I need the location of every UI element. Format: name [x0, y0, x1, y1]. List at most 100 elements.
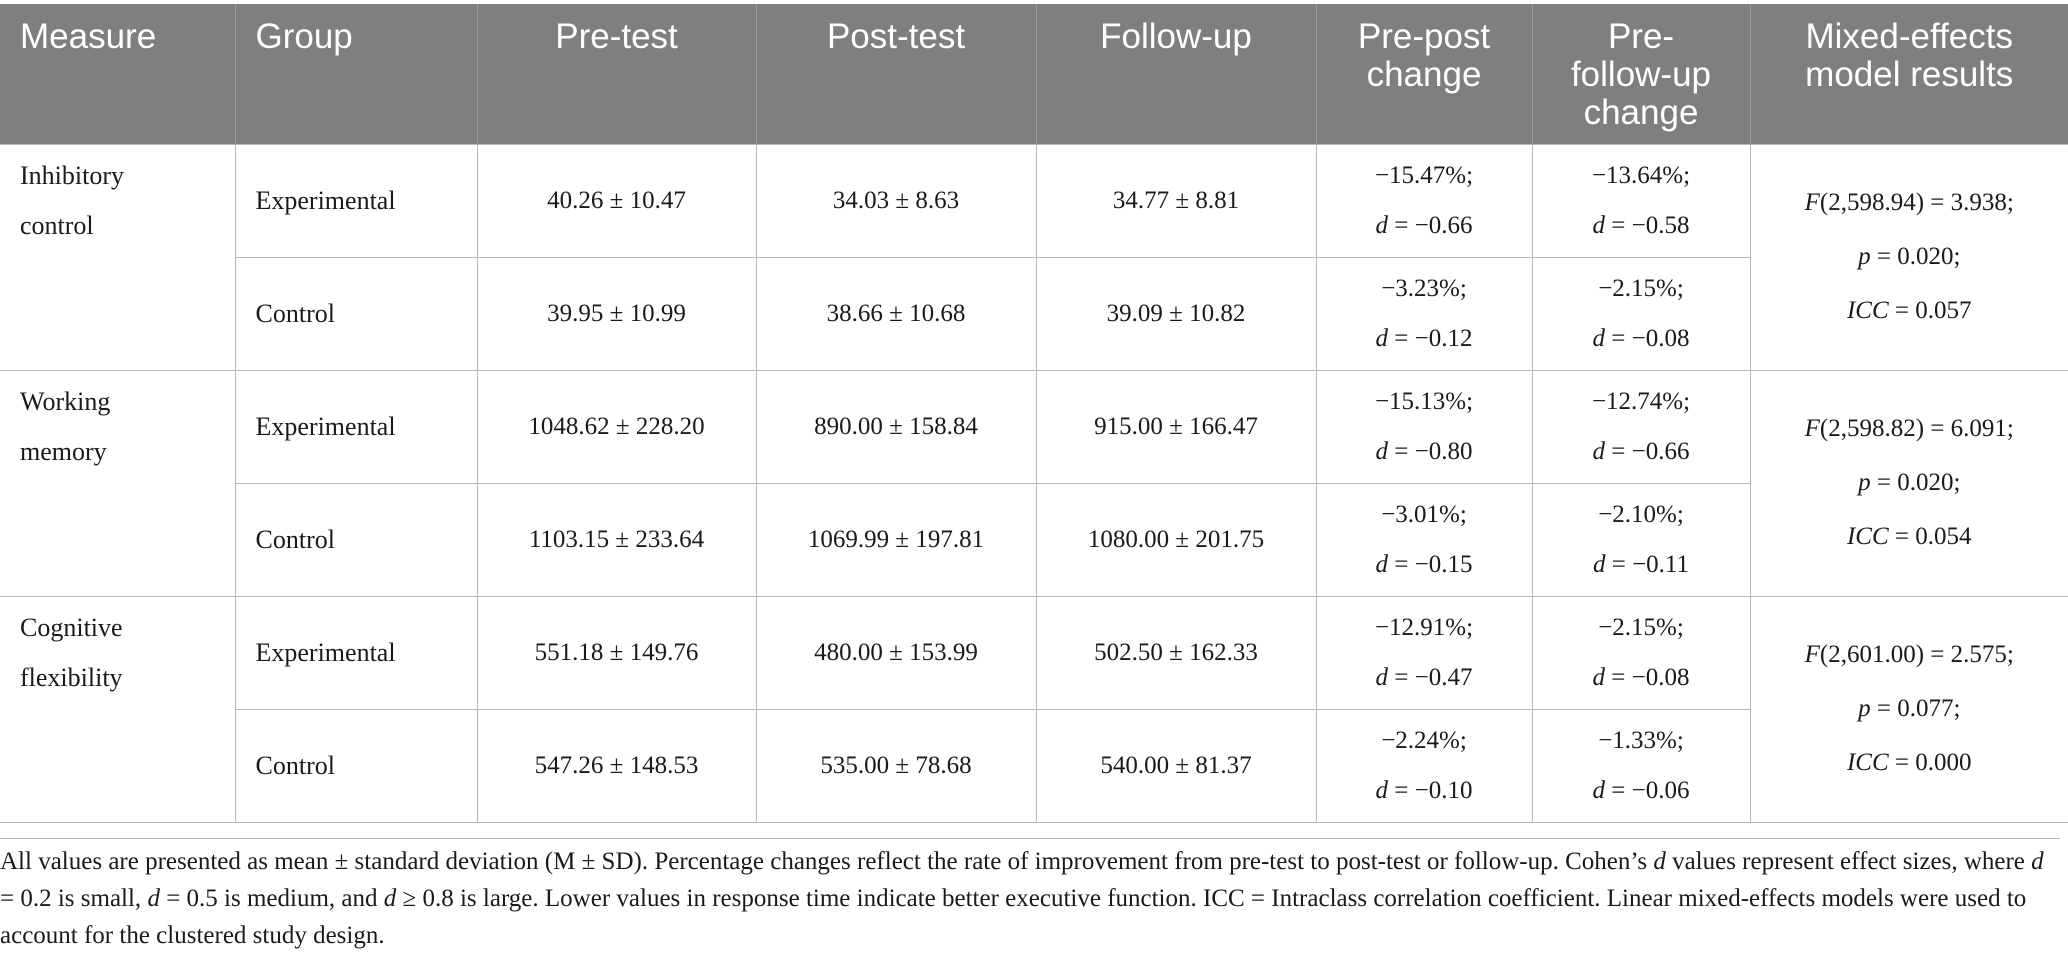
pre-follow-up-change-cell: −2.10%; d = −0.11 — [1531, 482, 1750, 597]
measure-name-line1: Working — [20, 386, 111, 416]
f-symbol: F — [1804, 415, 1820, 442]
measure-cell: Working memory — [0, 369, 236, 597]
header-group: Group — [235, 4, 478, 144]
header-mixed-effects: Mixed-effects model results — [1750, 4, 2068, 144]
p-symbol: p — [1858, 695, 1871, 722]
measure-name-line2: flexibility — [20, 662, 123, 692]
group-cell: Control — [235, 256, 478, 371]
header-pre-post-change: Pre-post change — [1316, 4, 1533, 144]
table-footnote: All values are presented as mean ± stand… — [0, 838, 2060, 954]
footnote-part5: ≥ 0.8 is large. Lower values in response… — [0, 885, 2027, 949]
change-percent: −12.74%; — [1591, 387, 1691, 415]
p-value: = 0.020; — [1870, 243, 1961, 270]
d-symbol: d — [1375, 550, 1389, 578]
header-pre-test: Pre-test — [477, 4, 757, 144]
pre-test-cell: 1103.15 ± 233.64 — [476, 482, 757, 597]
follow-up-cell: 540.00 ± 81.37 — [1035, 708, 1317, 823]
p-value: = 0.077; — [1870, 695, 1961, 722]
table-row: Inhibitory control Experimental 40.26 ± … — [0, 143, 2068, 371]
pre-follow-up-change-cell: −2.15%; d = −0.08 — [1531, 595, 1751, 710]
measure-cell: Cognitive flexibility — [0, 595, 236, 823]
change-percent: −12.91%; — [1374, 613, 1474, 641]
d-value: = −0.11 — [1605, 550, 1690, 578]
footnote-part2: values represent effect sizes, where — [1665, 848, 2032, 875]
effect-size: d = −0.08 — [1533, 653, 1750, 703]
header-post-test: Post-test — [756, 4, 1037, 144]
d-value: = −0.66 — [1388, 211, 1473, 239]
footnote-d-symbol: d — [1653, 848, 1666, 875]
d-symbol: d — [1375, 211, 1389, 239]
d-symbol: d — [1592, 776, 1606, 804]
d-symbol: d — [1592, 550, 1606, 578]
icc-value: = 0.057 — [1888, 297, 1972, 324]
d-symbol: d — [1375, 324, 1389, 352]
f-value: (2,601.00) = 2.575; — [1819, 641, 2014, 668]
pre-post-change-cell: −3.23%; d = −0.12 — [1315, 256, 1533, 371]
d-symbol: d — [1375, 776, 1389, 804]
f-value: (2,598.82) = 6.091; — [1819, 415, 2014, 442]
pre-test-cell: 39.95 ± 10.99 — [476, 256, 757, 371]
pre-post-change-cell: −3.01%; d = −0.15 — [1315, 482, 1533, 597]
footnote-d-symbol: d — [383, 885, 397, 912]
measure-name-line1: Inhibitory — [20, 160, 124, 190]
effect-size: d = −0.11 — [1533, 540, 1750, 590]
pre-post-change-cell: −12.91%; d = −0.47 — [1315, 595, 1533, 710]
header-pre-follow-up-line3: change — [1583, 93, 1699, 132]
pre-follow-up-change-cell: −13.64%; d = −0.58 — [1531, 143, 1751, 258]
icc-line: ICC = 0.000 — [1751, 736, 2068, 790]
footnote-part1: All values are presented as mean ± stand… — [0, 848, 1654, 875]
effect-size: d = −0.08 — [1533, 314, 1750, 364]
header-row: Measure Group Pre-test Post-test Follow-… — [0, 4, 2068, 144]
footnote-d-symbol: d — [2031, 848, 2044, 875]
d-symbol: d — [1592, 211, 1606, 239]
change-percent: −2.10%; — [1598, 500, 1684, 528]
effect-size: d = −0.47 — [1317, 653, 1532, 703]
footnote-part3: = 0.2 is small, — [0, 885, 148, 912]
measure-name-line2: memory — [20, 436, 107, 466]
footnote-d-symbol: d — [147, 885, 160, 912]
table-row: Control 547.26 ± 148.53 535.00 ± 78.68 5… — [0, 708, 2068, 823]
f-statistic: F(2,598.82) = 6.091; — [1751, 402, 2068, 456]
post-test-cell: 480.00 ± 153.99 — [755, 595, 1037, 710]
f-statistic: F(2,601.00) = 2.575; — [1751, 628, 2068, 682]
mixed-model-cell: F(2,598.94) = 3.938; p = 0.020; ICC = 0.… — [1749, 143, 2068, 371]
pre-test-cell: 551.18 ± 149.76 — [476, 595, 757, 710]
f-symbol: F — [1804, 641, 1820, 668]
measure-name-line1: Cognitive — [20, 612, 123, 642]
post-test-cell: 535.00 ± 78.68 — [755, 708, 1037, 823]
d-value: = −0.80 — [1388, 437, 1473, 465]
icc-symbol: ICC — [1846, 297, 1889, 324]
pre-post-change-cell: −2.24%; d = −0.10 — [1315, 708, 1533, 823]
follow-up-cell: 1080.00 ± 201.75 — [1035, 482, 1317, 597]
pre-follow-up-change-cell: −2.15%; d = −0.08 — [1531, 256, 1750, 371]
group-cell: Control — [235, 708, 478, 823]
icc-symbol: ICC — [1846, 523, 1889, 550]
d-value: = −0.08 — [1605, 663, 1690, 691]
d-symbol: d — [1375, 663, 1389, 691]
f-statistic: F(2,598.94) = 3.938; — [1751, 176, 2068, 230]
d-value: = −0.66 — [1605, 437, 1690, 465]
icc-symbol: ICC — [1846, 749, 1889, 776]
header-measure: Measure — [0, 4, 236, 144]
footnote-part4: = 0.5 is medium, and — [159, 885, 384, 912]
change-percent: −2.24%; — [1381, 726, 1467, 754]
d-value: = −0.47 — [1388, 663, 1473, 691]
p-value: = 0.020; — [1870, 469, 1961, 496]
mixed-model-cell: F(2,598.82) = 6.091; p = 0.020; ICC = 0.… — [1749, 369, 2068, 597]
table-row: Working memory Experimental 1048.62 ± 22… — [0, 369, 2068, 597]
effect-size: d = −0.66 — [1317, 201, 1532, 251]
table-row: Control 39.95 ± 10.99 38.66 ± 10.68 39.0… — [0, 256, 2068, 371]
measure-cell: Inhibitory control — [0, 143, 236, 371]
group-cell: Experimental — [234, 369, 478, 484]
d-value: = −0.08 — [1605, 324, 1690, 352]
d-value: = −0.10 — [1388, 776, 1473, 804]
post-test-cell: 1069.99 ± 197.81 — [755, 482, 1037, 597]
header-pre-follow-up-line2: follow-up — [1570, 55, 1712, 94]
header-pre-follow-up-change: Pre- follow-up change — [1532, 4, 1751, 144]
change-percent: −1.33%; — [1598, 726, 1684, 754]
change-percent: −15.13%; — [1374, 387, 1474, 415]
effect-size: d = −0.06 — [1533, 766, 1750, 816]
header-pre-follow-up-line1: Pre- — [1607, 17, 1675, 56]
group-cell: Experimental — [234, 143, 478, 258]
pre-post-change-cell: −15.13%; d = −0.80 — [1315, 369, 1533, 484]
